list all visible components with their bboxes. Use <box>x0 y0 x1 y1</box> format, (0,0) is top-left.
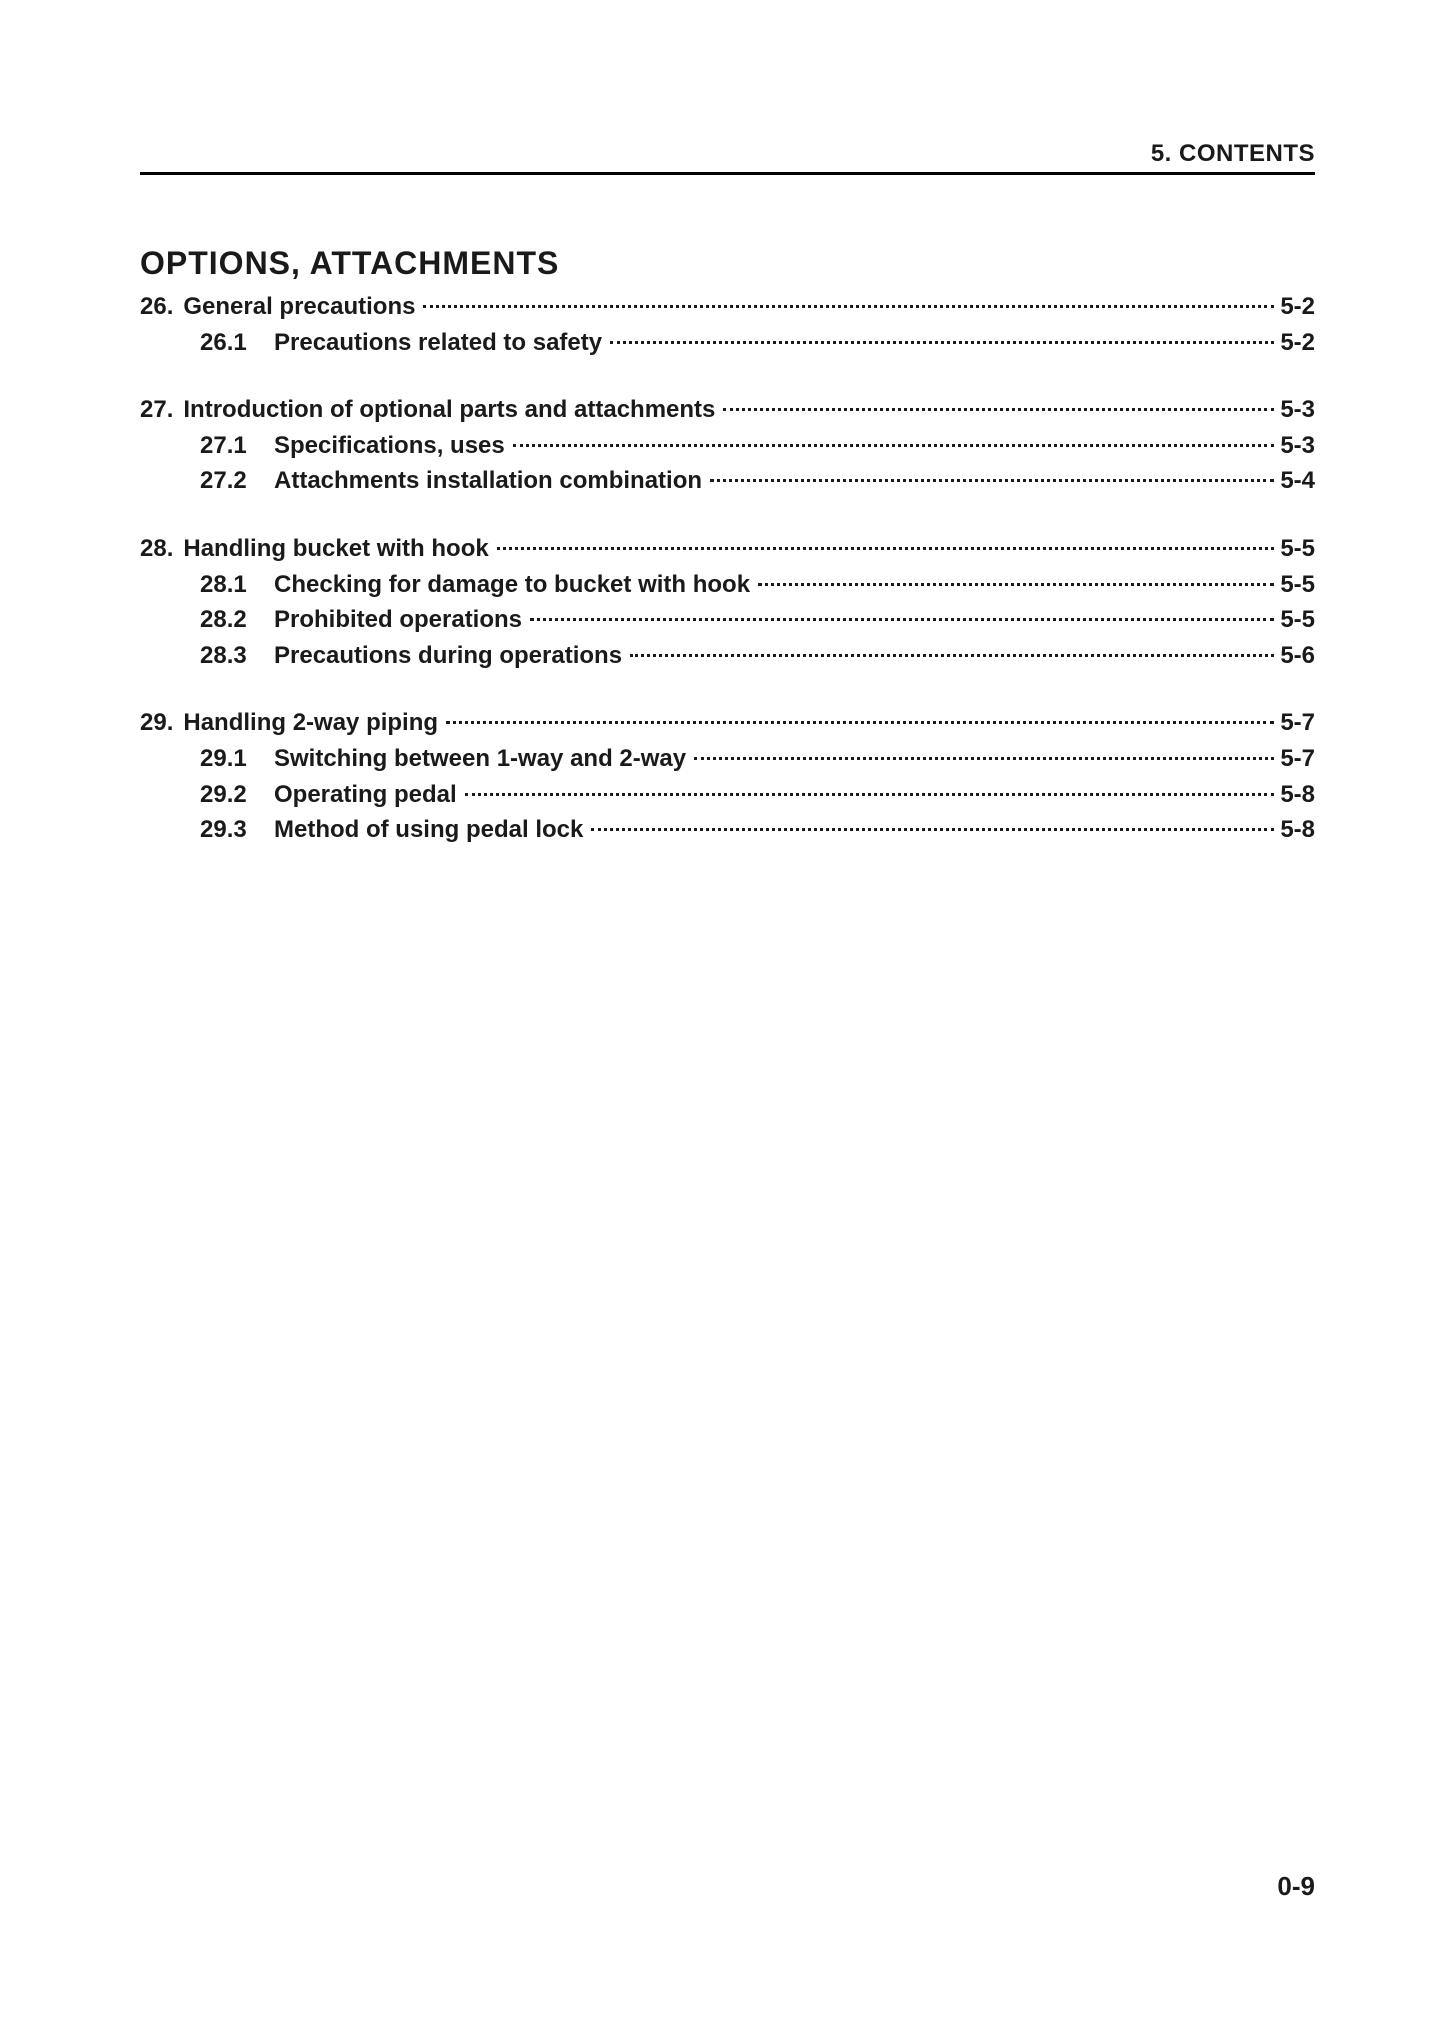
toc-sub-row: 29.1 Switching between 1-way and 2-way 5… <box>140 742 1315 776</box>
toc-sub-row: 29.2 Operating pedal 5-8 <box>140 778 1315 812</box>
page: 5. CONTENTS OPTIONS, ATTACHMENTS 26. Gen… <box>0 0 1445 2022</box>
toc-sub-title: Switching between 1-way and 2-way <box>274 742 686 776</box>
toc-sub-page: 5-7 <box>1278 742 1315 776</box>
toc-sub-title: Method of using pedal lock <box>274 813 583 847</box>
toc-chapter-page: 5-5 <box>1278 532 1315 566</box>
toc-group: 27. Introduction of optional parts and a… <box>140 393 1315 498</box>
toc-sub-number: 28.2 <box>200 603 274 637</box>
toc-group: 26. General precautions 5-2 26.1 Precaut… <box>140 290 1315 359</box>
toc-sub-number: 29.1 <box>200 742 274 776</box>
toc-leader-dots <box>694 757 1274 760</box>
toc-leader-dots <box>591 828 1274 831</box>
header-bar: 5. CONTENTS <box>140 140 1315 175</box>
toc-chapter-page: 5-7 <box>1278 706 1315 740</box>
toc-sub-number: 27.2 <box>200 464 274 498</box>
toc-chapter-title: General precautions <box>183 290 415 324</box>
toc-sub-title: Checking for damage to bucket with hook <box>274 568 750 602</box>
toc-sub-number: 27.1 <box>200 429 274 463</box>
toc-sub-title: Precautions during operations <box>274 639 622 673</box>
toc-sub-page: 5-6 <box>1278 639 1315 673</box>
toc-leader-dots <box>513 444 1275 447</box>
toc-sub-row: 28.3 Precautions during operations 5-6 <box>140 639 1315 673</box>
toc-sub-title: Precautions related to safety <box>274 326 602 360</box>
toc-group: 29. Handling 2-way piping 5-7 29.1 Switc… <box>140 706 1315 846</box>
toc-leader-dots <box>465 793 1275 796</box>
toc-sub-row: 28.2 Prohibited operations 5-5 <box>140 603 1315 637</box>
toc-sub-number: 29.2 <box>200 778 274 812</box>
toc-sub-number: 29.3 <box>200 813 274 847</box>
toc-sub-row: 26.1 Precautions related to safety 5-2 <box>140 326 1315 360</box>
toc-chapter-title: Handling 2-way piping <box>183 706 438 740</box>
toc-chapter-title: Handling bucket with hook <box>183 532 488 566</box>
toc-sub-page: 5-4 <box>1278 464 1315 498</box>
toc-leader-dots <box>630 654 1274 657</box>
toc-sub-row: 28.1 Checking for damage to bucket with … <box>140 568 1315 602</box>
toc-sub-number: 26.1 <box>200 326 274 360</box>
toc-leader-dots <box>610 341 1274 344</box>
toc-chapter-row: 27. Introduction of optional parts and a… <box>140 393 1315 427</box>
toc-leader-dots <box>497 547 1275 550</box>
toc-chapter-number: 27. <box>140 393 173 427</box>
toc-sub-number: 28.1 <box>200 568 274 602</box>
toc-leader-dots <box>710 479 1274 482</box>
toc-sub-title: Specifications, uses <box>274 429 505 463</box>
toc-sub-page: 5-5 <box>1278 568 1315 602</box>
toc-sub-page: 5-2 <box>1278 326 1315 360</box>
toc-chapter-row: 26. General precautions 5-2 <box>140 290 1315 324</box>
toc-chapter-number: 26. <box>140 290 173 324</box>
toc-leader-dots <box>530 618 1274 621</box>
toc-sub-page: 5-5 <box>1278 603 1315 637</box>
toc-sub-number: 28.3 <box>200 639 274 673</box>
header-label: 5. CONTENTS <box>1151 140 1315 167</box>
toc-leader-dots <box>423 305 1274 308</box>
toc-chapter-row: 28. Handling bucket with hook 5-5 <box>140 532 1315 566</box>
toc-leader-dots <box>758 583 1274 586</box>
toc-sub-page: 5-8 <box>1278 778 1315 812</box>
page-number: 0-9 <box>1277 1871 1315 1902</box>
toc-sub-title: Prohibited operations <box>274 603 522 637</box>
toc-chapter-page: 5-3 <box>1278 393 1315 427</box>
toc-chapter-number: 28. <box>140 532 173 566</box>
toc-chapter-page: 5-2 <box>1278 290 1315 324</box>
toc-sub-page: 5-3 <box>1278 429 1315 463</box>
toc-leader-dots <box>723 408 1274 411</box>
toc-sub-row: 29.3 Method of using pedal lock 5-8 <box>140 813 1315 847</box>
toc-chapter-title: Introduction of optional parts and attac… <box>183 393 715 427</box>
toc-chapter-row: 29. Handling 2-way piping 5-7 <box>140 706 1315 740</box>
toc-sub-title: Operating pedal <box>274 778 457 812</box>
toc-sub-title: Attachments installation combination <box>274 464 702 498</box>
toc-leader-dots <box>446 721 1274 724</box>
toc-sub-row: 27.2 Attachments installation combinatio… <box>140 464 1315 498</box>
section-title: OPTIONS, ATTACHMENTS <box>140 245 1315 282</box>
toc-sub-row: 27.1 Specifications, uses 5-3 <box>140 429 1315 463</box>
toc-group: 28. Handling bucket with hook 5-5 28.1 C… <box>140 532 1315 672</box>
toc-sub-page: 5-8 <box>1278 813 1315 847</box>
toc-chapter-number: 29. <box>140 706 173 740</box>
table-of-contents: 26. General precautions 5-2 26.1 Precaut… <box>140 290 1315 847</box>
